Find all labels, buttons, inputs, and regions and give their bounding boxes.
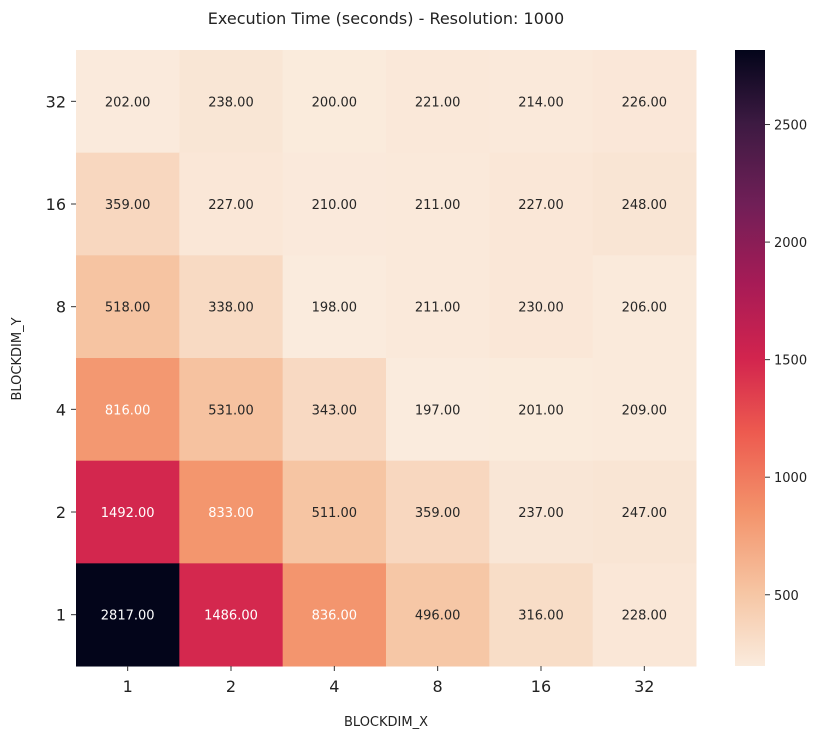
heatmap-cell (282, 563, 387, 667)
heatmap-cell (385, 563, 490, 667)
colorbar-tick-label: 2000 (774, 236, 807, 251)
heatmap-cell (76, 50, 180, 154)
heatmap-cell (489, 50, 594, 154)
heatmap-cell (592, 460, 697, 564)
colorbar-tick-label: 500 (774, 589, 799, 604)
cell-value-label: 202.00 (105, 95, 151, 110)
x-tick-label: 16 (531, 677, 551, 696)
heatmap-cell (282, 255, 387, 359)
cell-value-label: 211.00 (415, 301, 461, 316)
y-tick-label: 1 (56, 606, 66, 625)
cell-value-label: 2817.00 (101, 609, 155, 624)
colorbar (735, 50, 765, 666)
y-axis-ticks: 32 16 8 4 2 1 (46, 92, 76, 625)
cell-value-label: 198.00 (312, 301, 358, 316)
cell-value-label: 211.00 (415, 198, 461, 213)
cell-value-label: 209.00 (622, 403, 668, 418)
heatmap-cell (179, 563, 284, 667)
cell-value-label: 201.00 (518, 403, 564, 418)
cell-value-label: 359.00 (415, 506, 461, 521)
x-axis-label: BLOCKDIM_X (344, 715, 428, 730)
heatmap-cell (76, 358, 180, 462)
heatmap-cell (179, 152, 284, 256)
x-tick-label: 2 (226, 677, 236, 696)
heatmap-cell (76, 460, 180, 564)
heatmap-cell (76, 255, 180, 359)
heatmap-cell (489, 358, 594, 462)
cell-value-label: 214.00 (518, 95, 564, 110)
heatmap-cell (592, 563, 697, 667)
heatmap-cell (489, 563, 594, 667)
colorbar-ticks: 500 1000 1500 2000 2500 (765, 119, 807, 604)
y-tick-label: 4 (56, 400, 66, 419)
cell-value-label: 230.00 (518, 301, 564, 316)
x-tick-label: 8 (433, 677, 443, 696)
heatmap-cell (592, 358, 697, 462)
cell-value-label: 816.00 (105, 403, 151, 418)
cell-value-label: 238.00 (208, 95, 254, 110)
cell-value-label: 197.00 (415, 403, 461, 418)
heatmap-cell (179, 460, 284, 564)
cell-value-label: 316.00 (518, 609, 564, 624)
x-tick-label: 1 (123, 677, 133, 696)
cell-value-label: 511.00 (312, 506, 358, 521)
heatmap-cell (76, 152, 180, 256)
x-axis-ticks: 1 2 4 8 16 32 (123, 666, 654, 696)
cell-value-label: 210.00 (312, 198, 358, 213)
heatmap-cell (179, 255, 284, 359)
cell-value-label: 833.00 (208, 506, 254, 521)
cell-value-label: 228.00 (622, 609, 668, 624)
heatmap-cell (179, 358, 284, 462)
heatmap-cell (385, 460, 490, 564)
heatmap-cell (489, 255, 594, 359)
heatmap-cells: 202.00 238.00 200.00 221.00 214.00 226.00 359.… (76, 50, 697, 667)
heatmap-cell (592, 50, 697, 154)
colorbar-tick-label: 1000 (774, 471, 807, 486)
chart-title: Execution Time (seconds) - Resolution: 1… (208, 9, 564, 28)
heatmap-cell (385, 50, 490, 154)
cell-value-label: 343.00 (312, 403, 358, 418)
cell-value-label: 221.00 (415, 95, 461, 110)
x-tick-label: 32 (634, 677, 654, 696)
heatmap-cell (282, 460, 387, 564)
cell-value-label: 227.00 (208, 198, 254, 213)
cell-value-label: 200.00 (312, 95, 358, 110)
heatmap-cell (592, 152, 697, 256)
cell-value-label: 1492.00 (101, 506, 155, 521)
cell-value-label: 1486.00 (204, 609, 258, 624)
heatmap-cell (489, 152, 594, 256)
heatmap-cell (385, 358, 490, 462)
cell-value-label: 226.00 (622, 95, 668, 110)
heatmap-cell (282, 50, 387, 154)
heatmap-cell (282, 358, 387, 462)
heatmap-cell (385, 152, 490, 256)
cell-value-label: 359.00 (105, 198, 151, 213)
heatmap-cell (76, 563, 180, 667)
cell-value-label: 248.00 (622, 198, 668, 213)
y-tick-label: 16 (46, 195, 66, 214)
cell-value-label: 206.00 (622, 301, 668, 316)
heatmap-cell (385, 255, 490, 359)
heatmap-cell (179, 50, 284, 154)
y-tick-label: 2 (56, 503, 66, 522)
cell-value-label: 518.00 (105, 301, 151, 316)
heatmap-cell (592, 255, 697, 359)
y-tick-label: 32 (46, 92, 66, 111)
cell-value-label: 237.00 (518, 506, 564, 521)
y-tick-label: 8 (56, 298, 66, 317)
cell-value-label: 496.00 (415, 609, 461, 624)
cell-value-label: 531.00 (208, 403, 254, 418)
cell-value-label: 836.00 (312, 609, 358, 624)
y-axis-label: BLOCKDIM_Y (10, 317, 25, 400)
colorbar-tick-label: 2500 (774, 119, 807, 134)
cell-value-label: 338.00 (208, 301, 254, 316)
heatmap-cell (489, 460, 594, 564)
colorbar-tick-label: 1500 (774, 354, 807, 369)
cell-value-label: 227.00 (518, 198, 564, 213)
cell-value-label: 247.00 (622, 506, 668, 521)
heatmap-cell (282, 152, 387, 256)
x-tick-label: 4 (329, 677, 339, 696)
